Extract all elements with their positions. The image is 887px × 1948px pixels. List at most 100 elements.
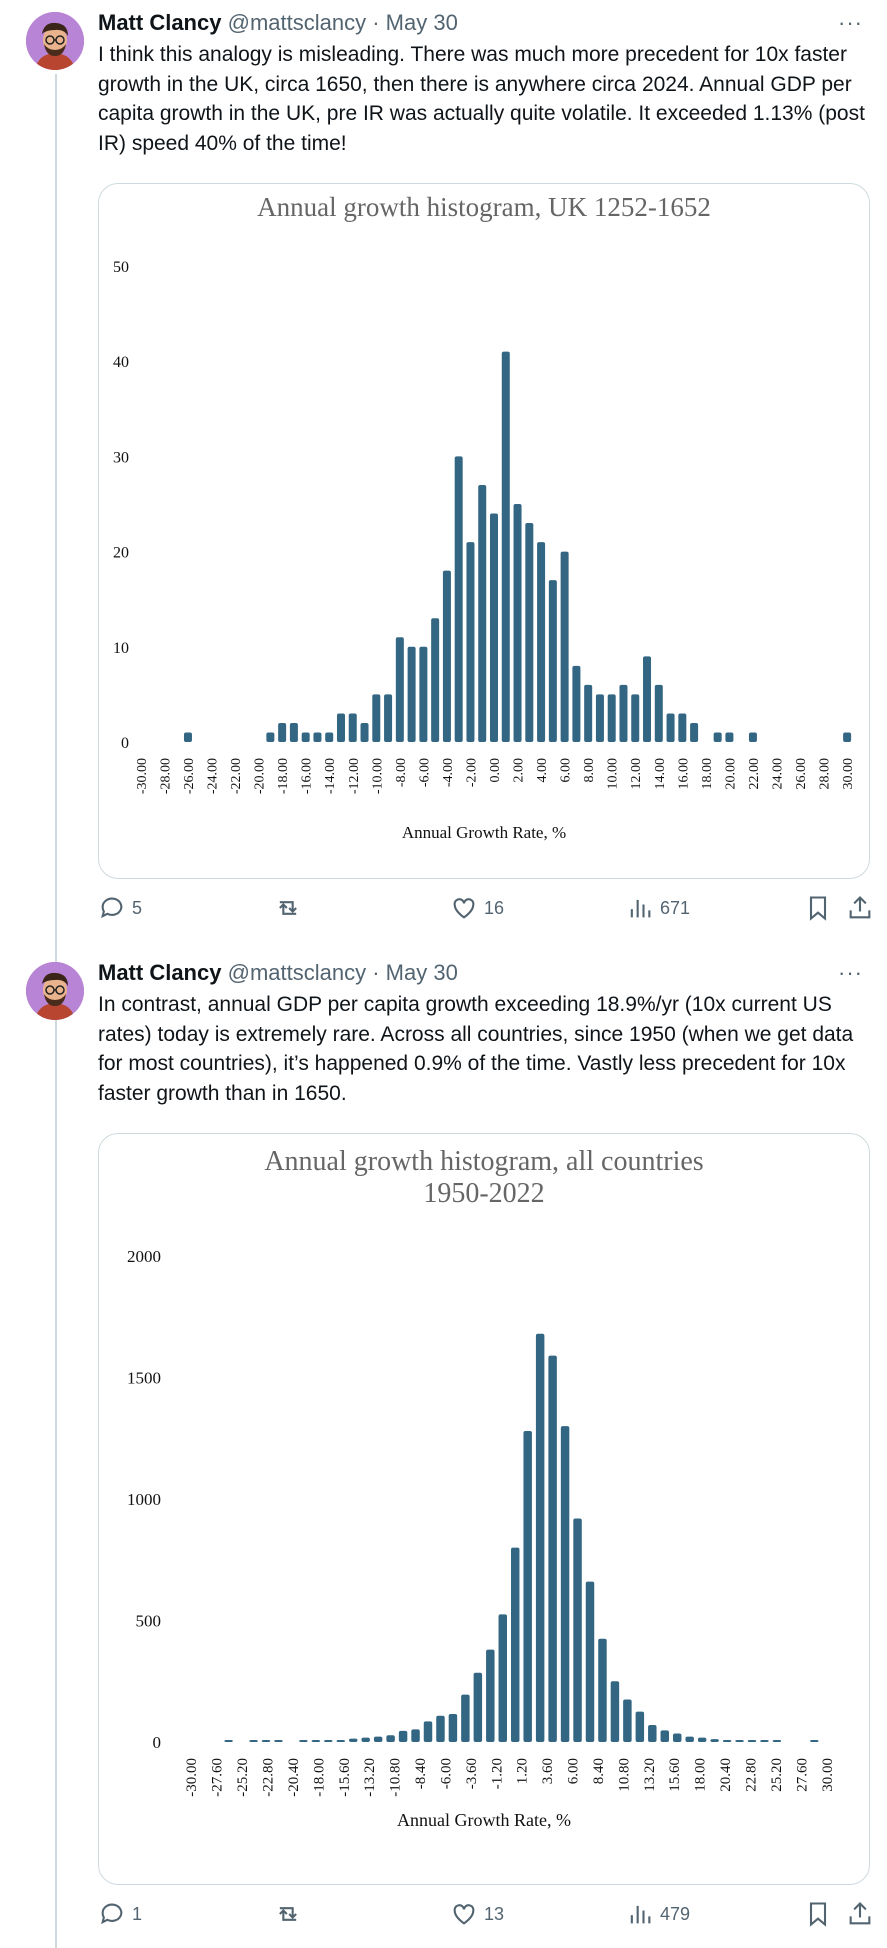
x-tick-label: -15.60 bbox=[337, 1758, 353, 1797]
x-tick-label: -30.00 bbox=[135, 758, 150, 794]
chart-card[interactable]: Annual growth histogram, all countries 19… bbox=[98, 1133, 870, 1885]
histogram-bar bbox=[489, 513, 499, 742]
retweet-button[interactable] bbox=[274, 1900, 302, 1928]
reply-count: 5 bbox=[132, 897, 143, 918]
retweet-button[interactable] bbox=[274, 894, 302, 922]
x-tick-label: 18.00 bbox=[693, 1758, 709, 1792]
histogram-bar bbox=[501, 351, 510, 742]
histogram-bar bbox=[735, 1740, 744, 1742]
tweet-date[interactable]: · May 30 bbox=[372, 10, 458, 35]
author-name[interactable]: Matt Clancy bbox=[98, 10, 222, 35]
x-tick-label: 13.20 bbox=[642, 1758, 658, 1792]
histogram-bar bbox=[448, 1714, 458, 1742]
chart-subtitle: 1950-2022 bbox=[423, 1178, 544, 1209]
histogram-bar bbox=[411, 1729, 420, 1742]
histogram-bar bbox=[461, 1694, 470, 1742]
histogram-bar bbox=[348, 713, 357, 742]
more-options-button[interactable]: ··· bbox=[838, 10, 863, 35]
x-tick-label: -8.40 bbox=[413, 1758, 429, 1789]
histogram-bar bbox=[725, 732, 734, 742]
histogram-bar bbox=[690, 722, 699, 742]
histogram-bar bbox=[584, 684, 593, 742]
views-button[interactable]: 671 bbox=[626, 894, 690, 922]
share-button[interactable] bbox=[846, 894, 874, 922]
x-tick-label: 14.00 bbox=[653, 758, 668, 790]
x-axis-label: Annual Growth Rate, % bbox=[402, 823, 566, 842]
x-tick-label: -8.00 bbox=[394, 758, 409, 787]
views-count: 671 bbox=[660, 897, 691, 918]
histogram-bar bbox=[710, 1739, 719, 1742]
histogram-bar bbox=[473, 1672, 483, 1742]
share-icon bbox=[849, 896, 871, 919]
x-axis-label: Annual Growth Rate, % bbox=[397, 1810, 571, 1830]
like-button[interactable]: 16 bbox=[450, 894, 504, 922]
reply-count: 1 bbox=[132, 1903, 143, 1924]
author-name[interactable]: Matt Clancy bbox=[98, 960, 222, 985]
histogram-bar bbox=[466, 542, 475, 742]
histogram-bar bbox=[442, 570, 451, 742]
more-options-button[interactable]: ··· bbox=[838, 960, 863, 985]
y-tick-label: 50 bbox=[113, 259, 129, 276]
histogram-bar bbox=[386, 1735, 395, 1742]
x-tick-label: -16.00 bbox=[300, 758, 315, 794]
tweet-date[interactable]: · May 30 bbox=[372, 960, 458, 985]
avatar[interactable] bbox=[26, 12, 84, 70]
x-tick-label: 27.60 bbox=[794, 1758, 810, 1792]
chart-card[interactable]: Annual growth histogram, UK 1252-1652 0 10… bbox=[98, 183, 870, 879]
x-tick-label: 0.00 bbox=[488, 758, 503, 783]
x-tick-label: 2.00 bbox=[512, 758, 527, 783]
bookmark-icon bbox=[809, 1902, 827, 1927]
x-tick-label: 10.80 bbox=[616, 1758, 632, 1792]
reply-button[interactable]: 5 bbox=[98, 894, 142, 922]
histogram-bar bbox=[395, 637, 404, 742]
x-tick-label: -26.00 bbox=[182, 758, 197, 794]
bookmark-button[interactable] bbox=[804, 1900, 832, 1928]
histogram-bar bbox=[623, 1699, 632, 1742]
y-tick-label: 0 bbox=[121, 735, 129, 752]
histogram-bar bbox=[361, 1737, 370, 1742]
histogram-bar bbox=[660, 1730, 670, 1742]
histogram-bar bbox=[419, 646, 428, 742]
views-button[interactable]: 479 bbox=[626, 1900, 690, 1928]
histogram-chart-uk: Annual growth histogram, UK 1252-1652 0 10… bbox=[113, 192, 856, 842]
histogram-bar bbox=[384, 694, 393, 742]
x-tick-label: 4.00 bbox=[535, 758, 550, 783]
x-tick-label: 26.00 bbox=[794, 758, 809, 790]
avatar[interactable] bbox=[26, 962, 84, 1020]
y-tick-label: 500 bbox=[136, 1612, 162, 1631]
histogram-bar bbox=[301, 732, 310, 742]
bookmark-button[interactable] bbox=[804, 894, 832, 922]
histogram-bar bbox=[643, 656, 652, 742]
like-button[interactable]: 13 bbox=[450, 1900, 504, 1928]
x-tick-label: 3.60 bbox=[540, 1758, 556, 1784]
x-tick-label: 1.20 bbox=[515, 1758, 531, 1784]
bookmark-icon bbox=[809, 896, 827, 921]
x-tick-label: 8.00 bbox=[582, 758, 597, 783]
histogram-bar bbox=[266, 732, 275, 742]
share-button[interactable] bbox=[846, 1900, 874, 1928]
histogram-bar bbox=[423, 1721, 433, 1742]
tweet-1[interactable]: Matt Clancy @mattsclancy · May 30 ··· I … bbox=[0, 0, 887, 921]
tweet-2[interactable]: Matt Clancy @mattsclancy · May 30 ··· In… bbox=[0, 950, 887, 1948]
x-tick-label: -10.80 bbox=[388, 1758, 404, 1797]
author-handle[interactable]: @mattsclancy bbox=[227, 960, 367, 985]
y-tick-label: 1000 bbox=[127, 1490, 161, 1509]
histogram-bar bbox=[666, 713, 675, 742]
author-handle[interactable]: @mattsclancy bbox=[227, 10, 367, 35]
reply-button[interactable]: 1 bbox=[98, 1900, 142, 1928]
views-chart-icon bbox=[630, 1905, 651, 1924]
histogram-bar bbox=[572, 665, 581, 742]
x-tick-label: 6.00 bbox=[559, 758, 574, 783]
x-tick-label: -6.00 bbox=[438, 1758, 454, 1789]
histogram-bar bbox=[678, 713, 687, 742]
y-tick-label: 10 bbox=[113, 640, 129, 657]
x-tick-label: 24.00 bbox=[770, 758, 785, 790]
retweet-icon bbox=[279, 901, 297, 915]
chart-title: Annual growth histogram, all countries bbox=[264, 1146, 703, 1177]
x-tick-label: 25.20 bbox=[769, 1758, 785, 1792]
histogram-bar bbox=[654, 684, 663, 742]
action-bar: 1 13 479 bbox=[98, 1900, 878, 1936]
x-tick-label: -10.00 bbox=[370, 758, 385, 794]
histogram-bar bbox=[249, 1740, 258, 1742]
histogram-bar bbox=[560, 551, 569, 742]
